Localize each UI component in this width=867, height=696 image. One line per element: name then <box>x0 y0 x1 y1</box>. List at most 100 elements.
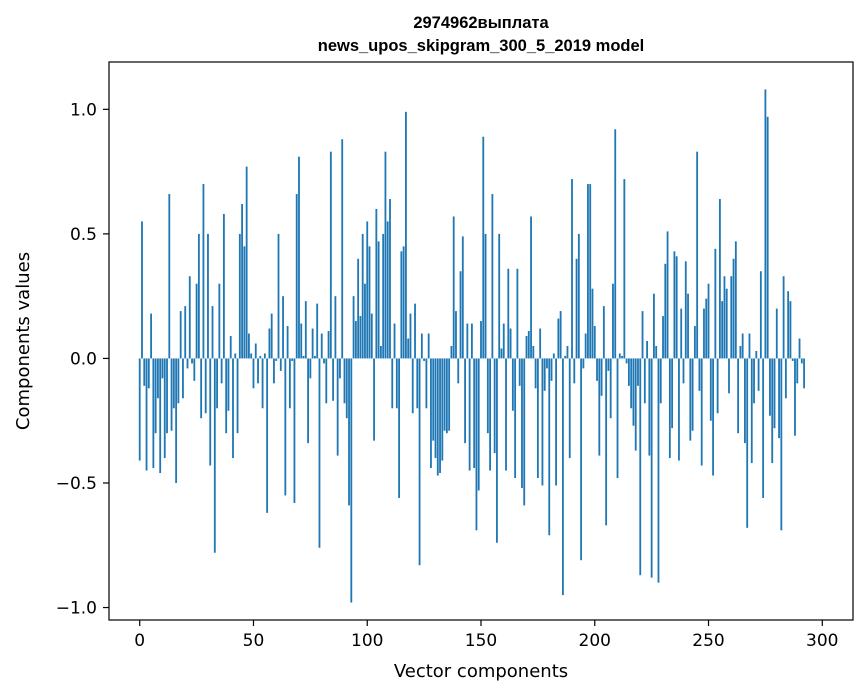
bar <box>521 358 523 488</box>
bar <box>405 111 407 359</box>
bar <box>398 358 401 498</box>
bar <box>516 268 519 359</box>
bar <box>241 203 244 359</box>
bar <box>637 358 639 386</box>
bar <box>502 323 505 359</box>
bar <box>320 333 323 359</box>
bar <box>286 326 289 359</box>
bar <box>300 323 303 359</box>
bar <box>459 271 462 359</box>
bar <box>564 355 567 359</box>
bar <box>577 233 580 359</box>
bar <box>612 283 614 359</box>
bar <box>518 358 521 386</box>
bar <box>666 231 669 359</box>
bar <box>759 271 762 359</box>
bar <box>145 358 148 471</box>
bar <box>800 358 803 364</box>
chart-title: 2974962выплата <box>413 14 549 32</box>
bar <box>186 358 189 369</box>
bar <box>596 358 598 381</box>
bar <box>409 313 412 359</box>
bar <box>141 221 143 359</box>
bar <box>696 151 699 359</box>
bar <box>646 341 649 359</box>
bar <box>157 358 159 399</box>
bar <box>341 139 344 359</box>
bar <box>482 136 485 359</box>
bar <box>680 308 683 359</box>
bar <box>166 358 168 434</box>
bar <box>461 236 464 359</box>
bar <box>423 358 426 361</box>
bar <box>525 336 528 359</box>
bar <box>389 199 391 359</box>
bar <box>407 338 410 359</box>
bar <box>254 343 257 359</box>
bar <box>498 233 501 359</box>
bar <box>675 256 678 359</box>
bar <box>259 355 262 359</box>
bar <box>534 358 537 389</box>
bar <box>687 293 689 359</box>
y-tick-label: −1.0 <box>56 599 97 619</box>
bar <box>352 296 355 359</box>
bar <box>266 358 269 513</box>
bar <box>257 358 259 384</box>
bar <box>718 199 721 359</box>
bar <box>757 358 760 391</box>
bar <box>514 358 517 479</box>
bar <box>489 358 492 471</box>
bar <box>357 258 360 359</box>
bar <box>195 283 198 359</box>
bar <box>605 358 608 526</box>
bar <box>543 358 546 391</box>
bar <box>364 283 366 359</box>
bar <box>716 358 719 414</box>
bar <box>614 129 617 359</box>
bar <box>591 288 594 359</box>
bar <box>159 358 162 474</box>
bar <box>307 358 309 444</box>
bar <box>703 308 705 359</box>
bar <box>432 358 435 441</box>
bar <box>329 151 332 359</box>
bar <box>787 291 790 359</box>
bar <box>386 221 389 359</box>
bar <box>420 333 423 359</box>
bar <box>218 283 221 359</box>
bar <box>343 358 346 404</box>
bar <box>561 358 564 596</box>
bar <box>179 311 182 359</box>
bar <box>746 358 749 528</box>
bar <box>245 166 248 359</box>
bar <box>168 194 171 359</box>
bar <box>416 358 419 409</box>
bar <box>750 358 753 464</box>
bar <box>227 358 230 411</box>
bar <box>384 151 387 359</box>
bar <box>430 358 432 469</box>
bar <box>643 358 646 404</box>
bar <box>655 345 658 359</box>
bar <box>197 233 200 359</box>
bar <box>762 358 765 498</box>
bar <box>721 301 724 359</box>
bar <box>414 303 416 359</box>
bar <box>470 323 473 359</box>
bar <box>434 358 437 459</box>
x-tick-label: 150 <box>465 631 497 651</box>
bar <box>600 358 603 396</box>
bar <box>798 338 801 359</box>
bar <box>732 258 735 359</box>
bar <box>325 358 328 404</box>
bar <box>536 358 539 479</box>
bar <box>466 323 469 359</box>
bar <box>229 336 232 359</box>
bar <box>552 353 555 359</box>
bar <box>291 358 294 361</box>
bar <box>182 358 184 399</box>
bar <box>480 321 482 359</box>
bar <box>439 358 441 474</box>
bar <box>366 221 369 359</box>
